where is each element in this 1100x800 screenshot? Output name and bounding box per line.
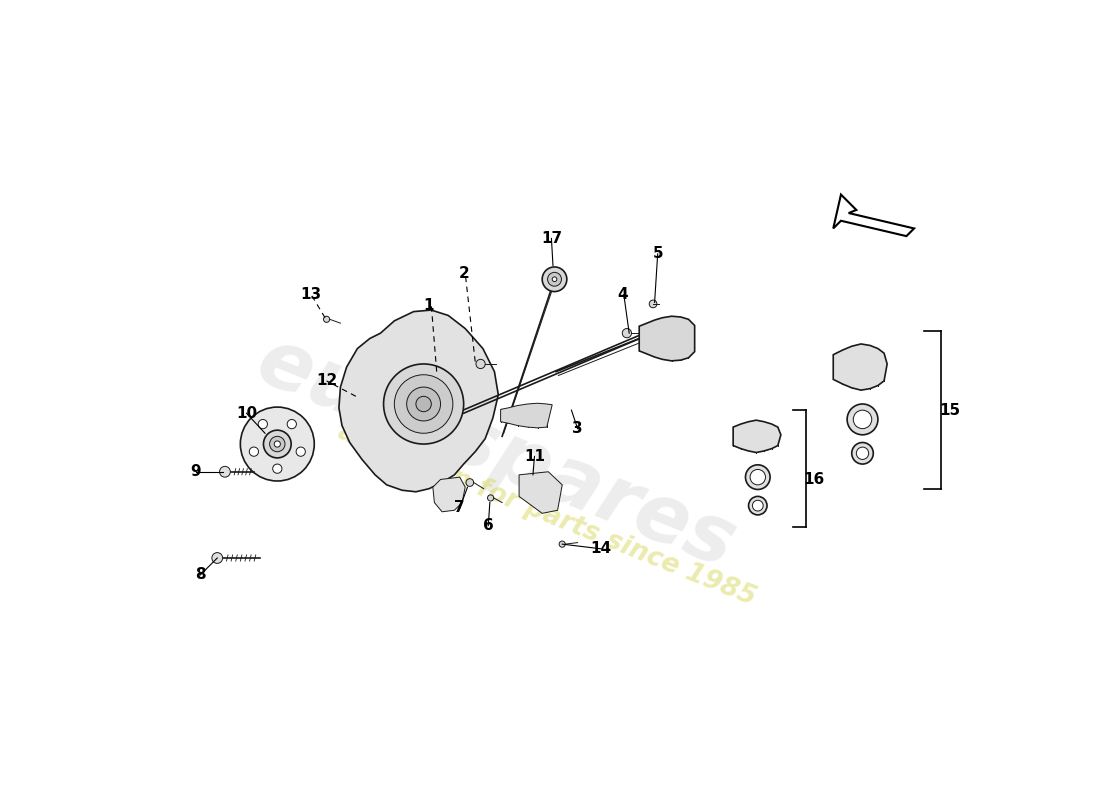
Text: 3: 3	[572, 421, 583, 436]
Polygon shape	[519, 472, 562, 514]
Circle shape	[416, 396, 431, 412]
Polygon shape	[834, 344, 887, 390]
Circle shape	[487, 495, 494, 501]
Text: 1: 1	[424, 298, 434, 313]
Circle shape	[854, 410, 871, 429]
Circle shape	[851, 442, 873, 464]
Text: 4: 4	[617, 287, 628, 302]
Text: a passion for parts since 1985: a passion for parts since 1985	[334, 419, 760, 611]
Text: 8: 8	[195, 567, 206, 582]
Text: 12: 12	[316, 374, 338, 388]
Circle shape	[296, 447, 306, 456]
Circle shape	[220, 466, 230, 477]
Circle shape	[270, 436, 285, 452]
Circle shape	[384, 364, 464, 444]
Text: 2: 2	[459, 266, 469, 281]
Text: 10: 10	[235, 406, 257, 421]
Text: 16: 16	[803, 472, 825, 487]
Circle shape	[552, 277, 557, 282]
Text: 14: 14	[590, 542, 612, 556]
Text: 7: 7	[454, 501, 465, 515]
Circle shape	[748, 496, 767, 515]
Text: 17: 17	[541, 231, 562, 246]
Polygon shape	[339, 310, 498, 492]
Text: 5: 5	[652, 246, 663, 262]
Circle shape	[476, 359, 485, 369]
Circle shape	[559, 541, 565, 547]
Text: 13: 13	[300, 287, 322, 302]
Circle shape	[264, 430, 292, 458]
Circle shape	[466, 478, 474, 486]
Circle shape	[287, 419, 296, 429]
Text: 15: 15	[939, 402, 961, 418]
Circle shape	[407, 387, 440, 421]
Text: 9: 9	[190, 464, 201, 479]
Polygon shape	[834, 194, 914, 236]
Polygon shape	[733, 420, 781, 453]
Circle shape	[273, 464, 282, 474]
Polygon shape	[500, 403, 552, 428]
Circle shape	[847, 404, 878, 434]
Text: 11: 11	[524, 449, 544, 464]
Text: 6: 6	[483, 518, 494, 533]
Polygon shape	[433, 477, 465, 512]
Circle shape	[323, 316, 330, 322]
Circle shape	[258, 419, 267, 429]
Circle shape	[752, 500, 763, 511]
Circle shape	[542, 267, 566, 291]
Circle shape	[548, 272, 561, 286]
Circle shape	[649, 300, 657, 308]
Circle shape	[274, 441, 280, 447]
Circle shape	[212, 553, 222, 563]
Circle shape	[250, 447, 258, 456]
Circle shape	[623, 329, 631, 338]
Circle shape	[240, 407, 315, 481]
Circle shape	[395, 374, 453, 434]
Text: eurospares: eurospares	[245, 322, 747, 585]
Circle shape	[750, 470, 766, 485]
Polygon shape	[639, 316, 695, 361]
Circle shape	[856, 447, 869, 459]
Circle shape	[746, 465, 770, 490]
